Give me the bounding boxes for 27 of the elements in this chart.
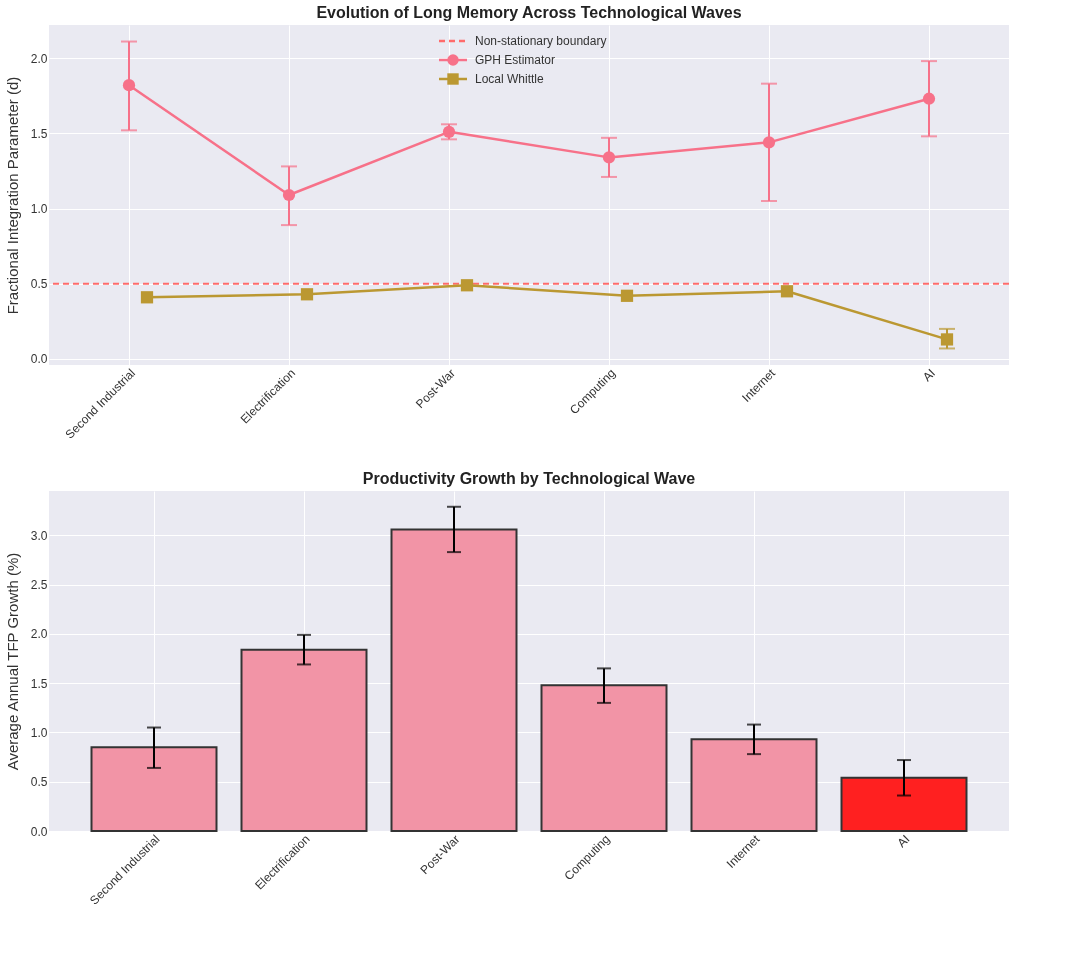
y-tick-label: 1.5 (30, 126, 48, 141)
y-tick-label: 2.0 (30, 51, 48, 66)
y-tick-label: 0.0 (30, 352, 48, 367)
x-tick-label: AI (920, 366, 938, 385)
y-tick-label: 0.0 (30, 824, 48, 839)
y-tick-label: 1.5 (30, 676, 48, 691)
y-tick-label: 0.5 (30, 277, 48, 292)
legend-label: GPH Estimator (475, 53, 556, 67)
bar (840, 776, 968, 832)
legend-label: Non-stationary boundary (475, 34, 607, 48)
y-tick-label: 2.0 (30, 627, 48, 642)
x-tick-label: AI (894, 832, 913, 851)
y-tick-label: 0.5 (30, 775, 48, 790)
bar (540, 684, 668, 832)
bar (690, 738, 818, 832)
y-axis-title: Average Annual TFP Growth (%) (3, 552, 21, 771)
legend-label: Local Whittle (475, 72, 545, 86)
y-axis-title: Fractional Integration Parameter (d) (3, 76, 21, 315)
bar (240, 648, 368, 832)
y-tick-label: 2.5 (30, 578, 48, 593)
y-tick-label: 1.0 (30, 202, 48, 217)
bar (390, 528, 518, 832)
chart-title: Evolution of Long Memory Across Technological Waves (316, 4, 742, 21)
y-tick-label: 3.0 (30, 528, 48, 543)
bar (90, 746, 218, 832)
y-tick-label: 1.0 (30, 725, 48, 740)
chart-title: Productivity Growth by Technological Wave (362, 470, 696, 487)
